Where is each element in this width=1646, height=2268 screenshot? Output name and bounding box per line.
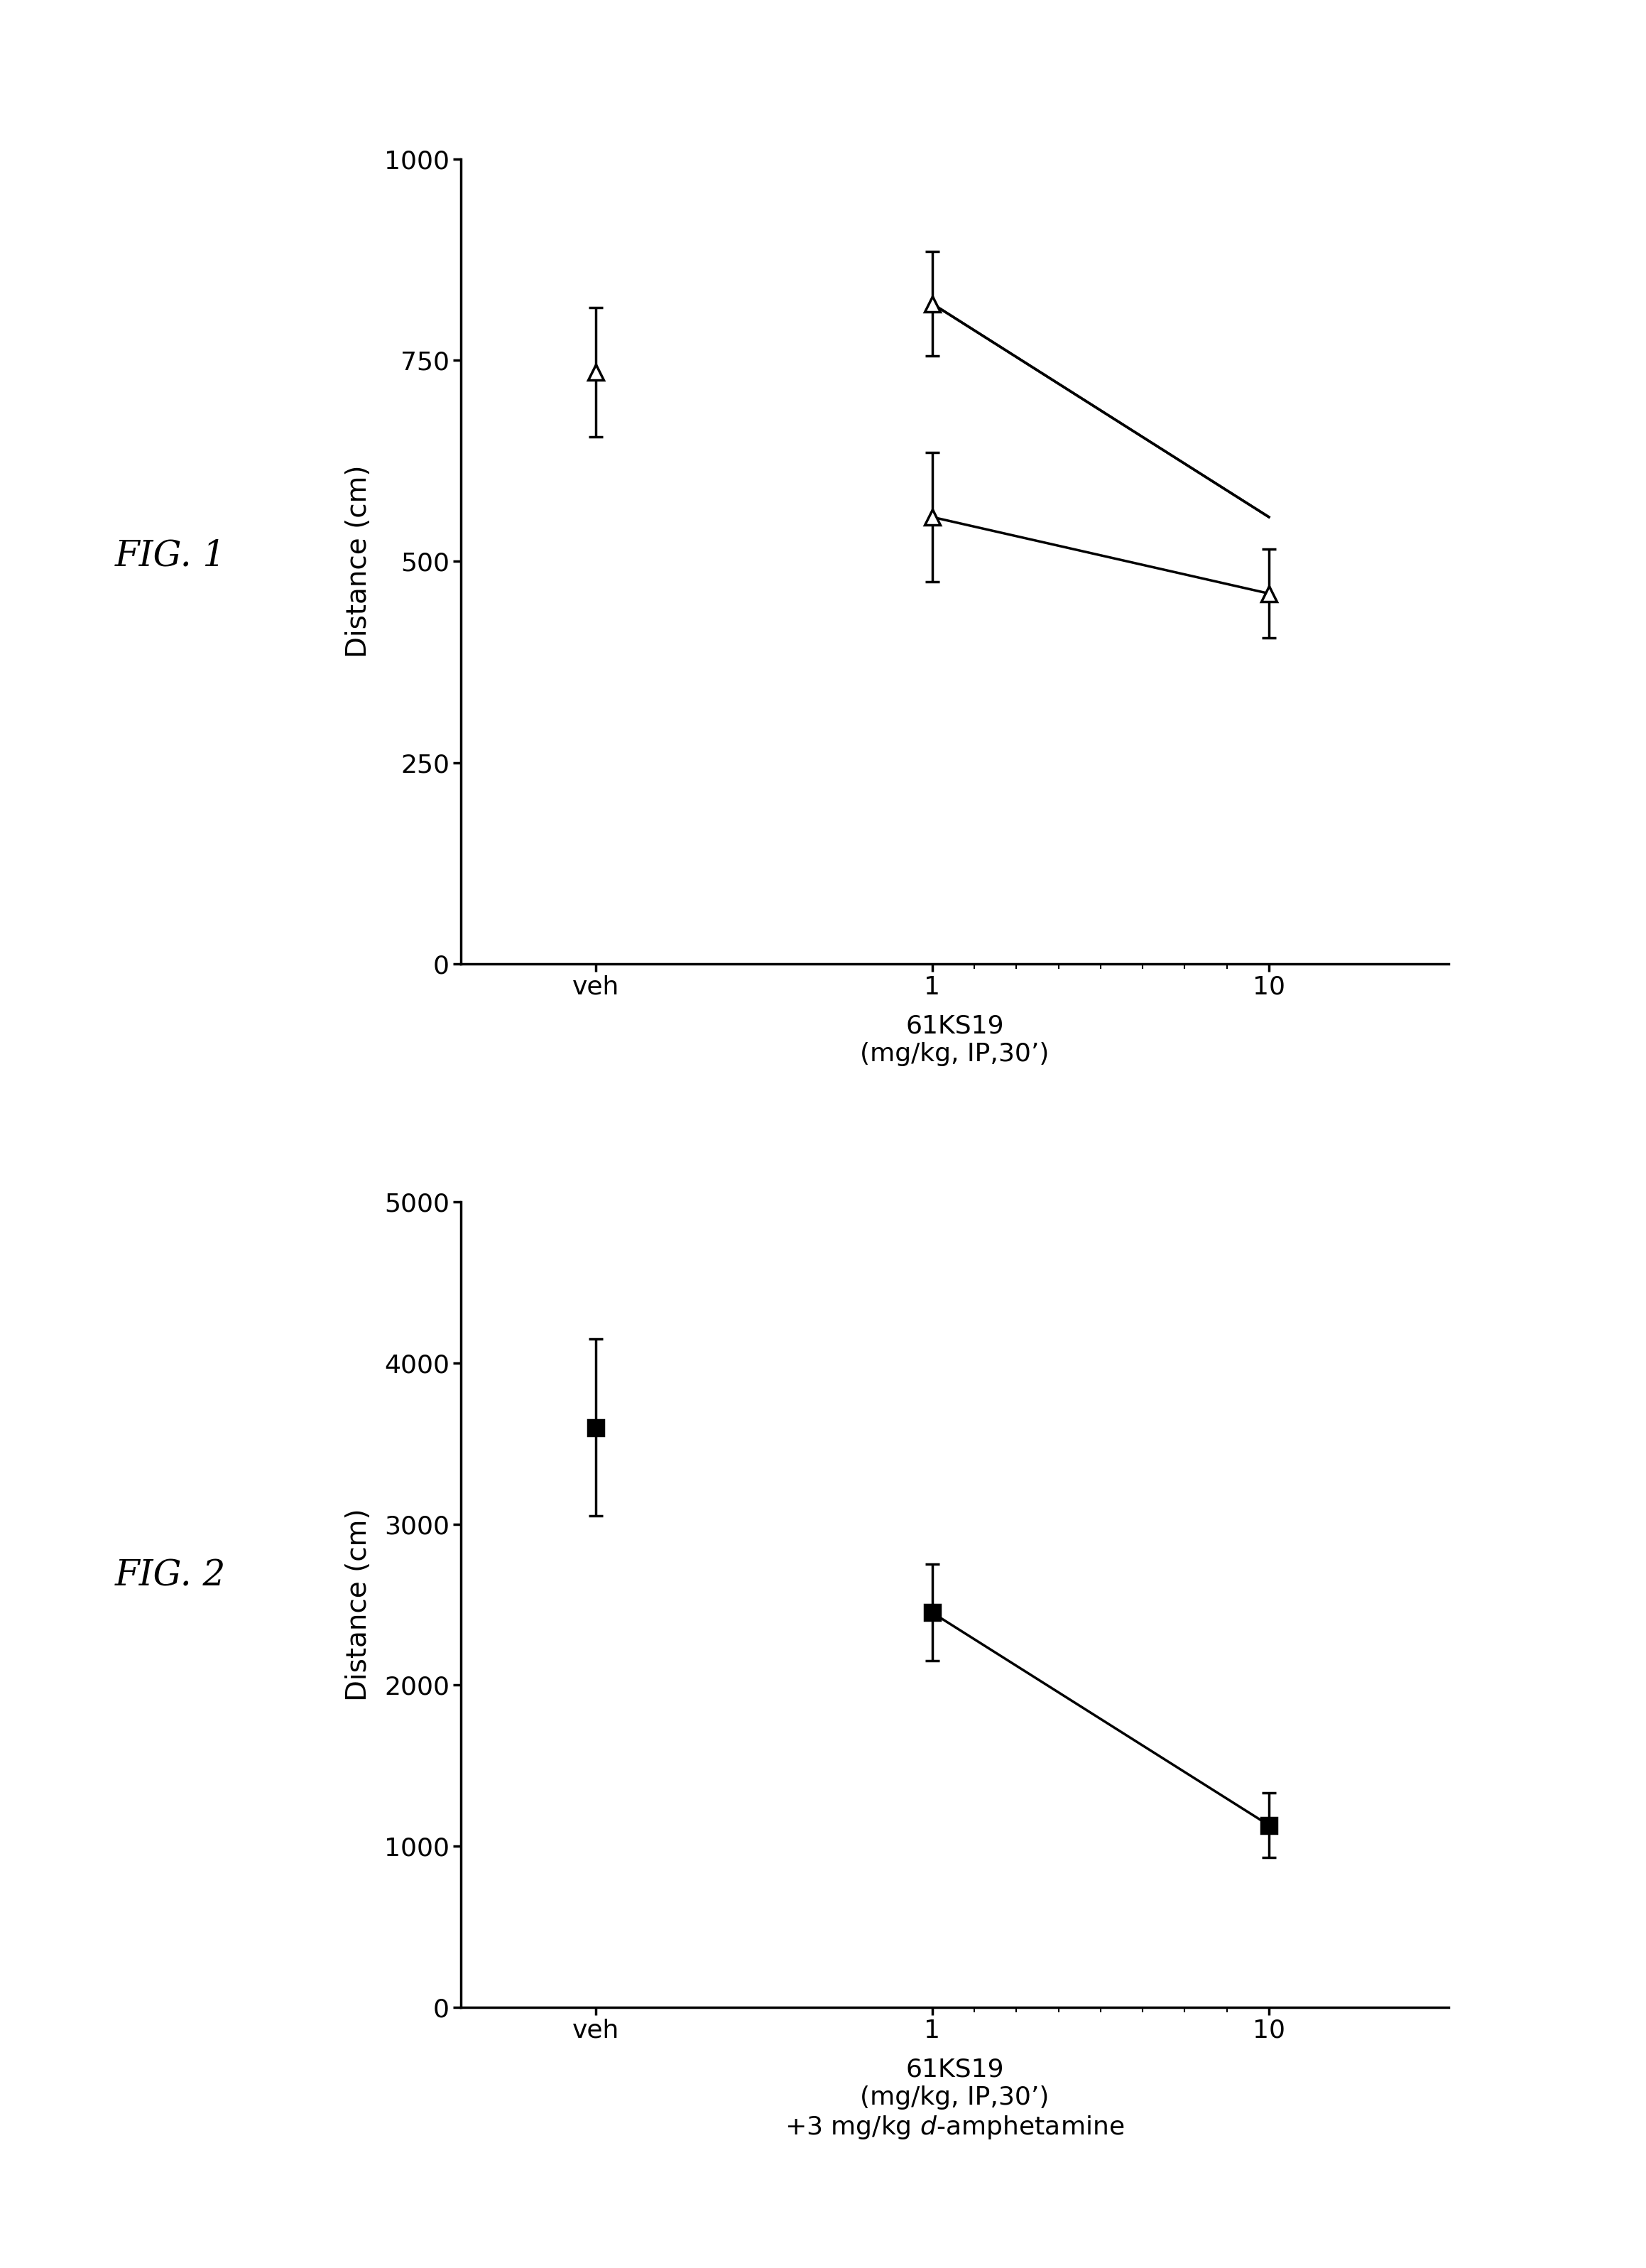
X-axis label: 61KS19
(mg/kg, IP,30’)
+3 mg/kg $\mathit{d}$-amphetamine: 61KS19 (mg/kg, IP,30’) +3 mg/kg $\mathit… — [785, 2057, 1124, 2141]
Y-axis label: Distance (cm): Distance (cm) — [346, 1508, 372, 1701]
Text: FIG. 2: FIG. 2 — [115, 1558, 226, 1594]
X-axis label: 61KS19
(mg/kg, IP,30’): 61KS19 (mg/kg, IP,30’) — [861, 1014, 1049, 1066]
Y-axis label: Distance (cm): Distance (cm) — [346, 465, 372, 658]
Text: FIG. 1: FIG. 1 — [115, 538, 226, 574]
